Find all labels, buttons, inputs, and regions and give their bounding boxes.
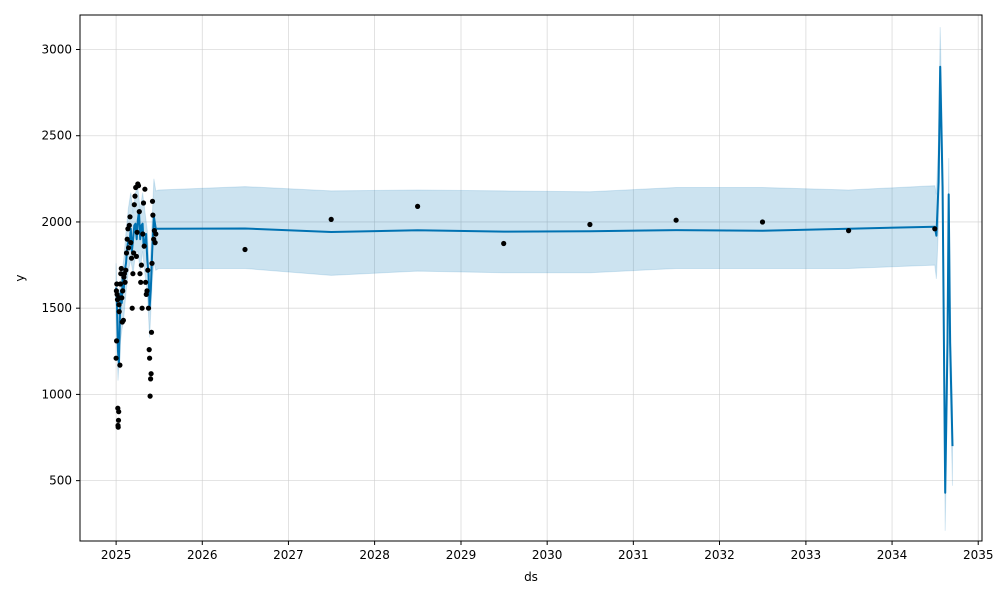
observed-point [145, 267, 151, 273]
observed-point [135, 183, 142, 189]
observed-point [153, 231, 159, 237]
y-tick-label: 1500 [41, 301, 72, 315]
observed-point [122, 279, 128, 285]
observed-point [149, 260, 155, 266]
x-tick-label: 2029 [446, 548, 477, 562]
observed-point [134, 229, 140, 235]
observed-point [123, 267, 129, 273]
x-tick-label: 2032 [704, 548, 735, 562]
x-axis-ticks: 2025 2026 2027 2028 2029 2030 2031 2032 2033 2034… [101, 541, 994, 562]
plot-frame [79, 14, 983, 542]
observed-point [759, 219, 766, 225]
observed-point [127, 214, 133, 220]
y-axis-ticks: 500 1000 1500 2000 2500 3000 [41, 42, 80, 488]
x-tick-label: 2034 [877, 548, 908, 562]
y-tick-label: 2000 [41, 215, 72, 229]
observed-point [116, 309, 122, 315]
observed-point [132, 193, 138, 199]
observed-point [133, 253, 139, 259]
observed-point [147, 355, 153, 361]
observed-point [120, 317, 126, 323]
observed-point [150, 212, 156, 218]
observed-point [126, 222, 132, 228]
observed-point [141, 243, 147, 249]
x-tick-label: 2028 [359, 548, 390, 562]
observed-point [145, 305, 152, 311]
observed-point [130, 271, 136, 277]
observed-point [120, 288, 126, 294]
x-tick-label: 2025 [101, 548, 132, 562]
observed-point [119, 295, 125, 301]
observed-point [136, 209, 142, 215]
observed-point [128, 255, 135, 261]
observed-point [149, 198, 156, 204]
x-tick-label: 2033 [791, 548, 822, 562]
observed-point [148, 376, 154, 382]
observed-point [932, 226, 938, 232]
observed-point [140, 231, 146, 237]
observed-point [124, 236, 130, 242]
observed-point [242, 246, 248, 253]
observed-point [113, 355, 119, 361]
observed-point [146, 347, 152, 353]
observed-point [116, 302, 122, 308]
observed-point [148, 371, 154, 377]
observed-point [587, 221, 593, 228]
observed-point [118, 271, 124, 277]
y-tick-label: 500 [49, 474, 72, 488]
observed-point [144, 288, 150, 294]
observed-point [118, 265, 124, 272]
observed-points [113, 181, 938, 430]
observed-point [143, 279, 149, 285]
observed-point [846, 228, 852, 234]
observed-point [142, 186, 148, 192]
observed-point [138, 262, 144, 268]
observed-point [115, 424, 121, 430]
y-tick-label: 2500 [41, 129, 72, 143]
y-tick-label: 1000 [41, 387, 72, 401]
observed-point [117, 281, 123, 287]
observed-point [152, 240, 158, 246]
observed-point [137, 271, 143, 277]
observed-point [139, 305, 145, 311]
observed-point [115, 417, 122, 423]
x-axis-label: ds [524, 570, 538, 584]
observed-point [116, 409, 122, 415]
observed-point [501, 240, 507, 247]
observed-point [138, 279, 144, 285]
observed-point [117, 362, 123, 368]
observed-point [148, 329, 155, 335]
observed-point [147, 393, 153, 399]
observed-point [129, 305, 135, 311]
observed-point [131, 202, 137, 208]
observed-point [126, 245, 132, 251]
x-tick-label: 2026 [187, 548, 218, 562]
observed-point [128, 240, 134, 246]
grid [80, 15, 982, 541]
x-tick-label: 2027 [273, 548, 304, 562]
observed-point [415, 203, 421, 209]
observed-point [114, 281, 120, 287]
y-axis-label: y [13, 274, 27, 281]
y-tick-label: 3000 [41, 42, 72, 56]
x-tick-label: 2035 [963, 548, 994, 562]
x-tick-label: 2030 [532, 548, 563, 562]
observed-point [114, 338, 120, 344]
observed-point [673, 217, 679, 223]
observed-point [123, 250, 130, 256]
observed-point [328, 216, 334, 222]
x-tick-label: 2031 [618, 548, 649, 562]
observed-point [140, 200, 147, 206]
